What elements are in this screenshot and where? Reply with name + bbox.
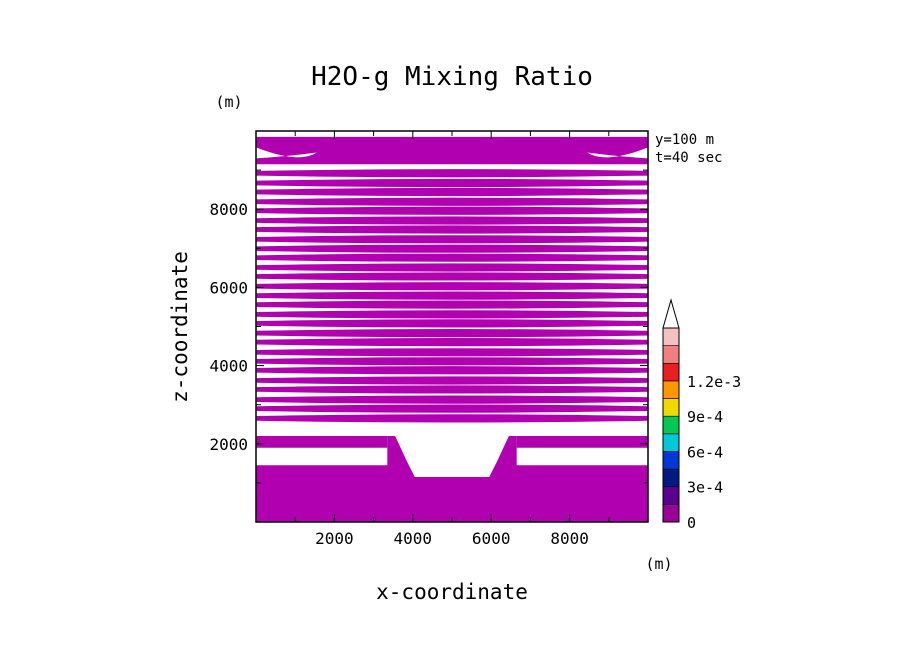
annotation-t: t=40 sec xyxy=(655,150,722,166)
top-layer xyxy=(256,136,648,165)
colorbar-extend xyxy=(662,298,680,329)
layer-band xyxy=(256,187,648,197)
layer-band xyxy=(256,206,648,215)
x-axis-ticks: 2000 4000 6000 8000 xyxy=(294,131,610,548)
colorbar-swatch xyxy=(662,486,680,505)
x-tick-label: 6000 xyxy=(472,529,511,548)
colorbar-tick-label: 1.2e-3 xyxy=(687,373,741,391)
layer-band xyxy=(256,319,648,328)
layer-band xyxy=(256,282,648,291)
plot-frame xyxy=(255,130,649,523)
lower-band xyxy=(256,435,648,522)
y-axis-ticks: 2000 4000 6000 8000 xyxy=(209,169,648,484)
colorbar-swatch xyxy=(662,468,680,488)
colorbar-tick-label: 6e-4 xyxy=(687,443,723,461)
layer-band xyxy=(256,385,648,394)
layer-band xyxy=(256,253,648,262)
layer-band xyxy=(256,178,648,188)
colorbar-swatch xyxy=(662,433,680,452)
layer-band xyxy=(256,169,648,178)
colorbar-swatch xyxy=(662,327,680,346)
layer-band xyxy=(256,404,648,413)
colorbar-tick-label: 9e-4 xyxy=(687,408,723,426)
x-tick-label: 2000 xyxy=(315,529,354,548)
mixing-ratio-field xyxy=(256,136,648,522)
colorbar-swatch xyxy=(662,345,680,364)
y-axis-label: z-coordinate xyxy=(168,251,192,403)
colorbar-swatch xyxy=(662,415,680,435)
y-axis-unit: (m) xyxy=(215,93,242,111)
layer-band xyxy=(256,338,648,347)
chart-title: H2O-g Mixing Ratio xyxy=(311,62,593,92)
layer-band xyxy=(256,235,648,244)
layer-band xyxy=(256,300,648,309)
layer-band xyxy=(256,244,648,253)
x-tick-label: 4000 xyxy=(394,529,433,548)
layer-band xyxy=(256,329,648,338)
colorbar-tick-label: 3e-4 xyxy=(687,479,723,497)
layer-band xyxy=(256,366,648,375)
layer-band xyxy=(256,225,648,234)
colorbar-swatch xyxy=(662,362,680,382)
layer-band xyxy=(256,435,388,448)
colorbar-tick-label: 0 xyxy=(687,514,696,532)
x-axis-label: x-coordinate xyxy=(376,580,528,604)
y-tick-label: 2000 xyxy=(209,435,248,454)
colorbar-swatch xyxy=(662,398,680,417)
colorbar-swatch xyxy=(662,380,680,399)
layer-band xyxy=(256,291,648,300)
x-axis-unit: (m) xyxy=(645,555,672,573)
x-tick-label: 8000 xyxy=(550,529,589,548)
layer-band xyxy=(256,310,648,319)
y-tick-label: 6000 xyxy=(209,278,248,297)
colorbar-frame xyxy=(662,327,680,523)
annotation-y: y=100 m xyxy=(655,132,714,148)
layer-band xyxy=(256,197,648,206)
colorbar-swatch xyxy=(662,504,680,523)
layer-band xyxy=(256,263,648,272)
layer-band xyxy=(256,272,648,281)
y-tick-label: 4000 xyxy=(209,357,248,376)
y-tick-label: 8000 xyxy=(209,200,248,219)
layer-band xyxy=(256,357,648,366)
colorbar: 0 3e-4 6e-4 9e-4 1.2e-3 xyxy=(662,298,741,532)
layer-band xyxy=(256,348,648,357)
layer-band xyxy=(256,414,648,423)
layer-band xyxy=(256,216,648,225)
layer-band xyxy=(256,395,648,404)
layer-band xyxy=(256,376,648,385)
layer-band xyxy=(516,435,648,448)
colorbar-swatch xyxy=(662,451,680,470)
